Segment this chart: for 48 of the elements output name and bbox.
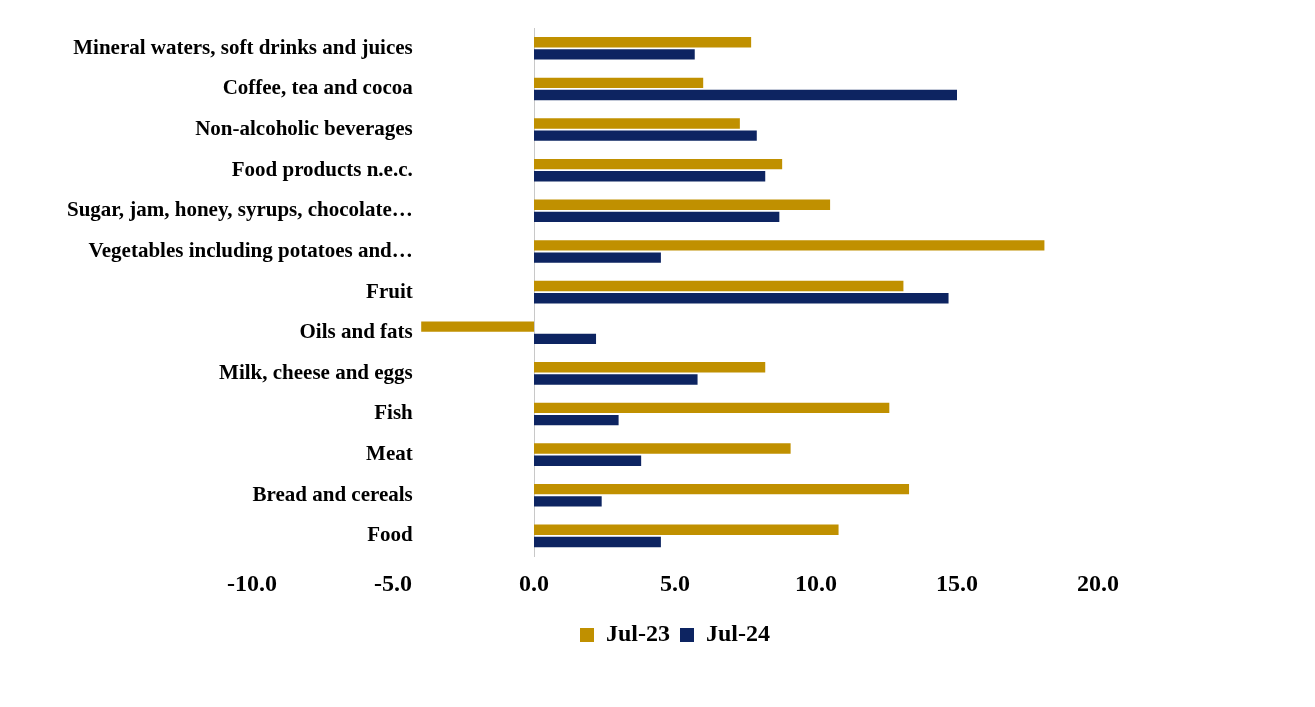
bar (534, 483, 910, 495)
bar (421, 321, 534, 332)
y-tick-label: Oils and fats (299, 319, 413, 344)
y-tick-label: Sugar, jam, honey, syrups, chocolate… (66, 197, 413, 222)
x-tick-label: 5.0 (660, 569, 690, 596)
bar (534, 443, 791, 454)
y-tick-label: Vegetables including potatoes and… (88, 237, 413, 262)
y-tick-label: Food products n.e.c. (231, 156, 413, 181)
bar (534, 252, 661, 263)
bar (534, 496, 602, 507)
bar (534, 414, 619, 426)
y-tick-label: Coffee, tea and cocoa (222, 75, 414, 100)
y-tick-label: Food (367, 522, 414, 547)
y-tick-label: Non-alcoholic beverages (195, 116, 413, 140)
bar (534, 118, 740, 129)
y-tick-label: Milk, cheese and eggs (219, 359, 413, 384)
bar (534, 49, 695, 60)
x-tick-label: 20.0 (1077, 569, 1119, 596)
bar (534, 77, 704, 89)
legend-label: Jul-24 (706, 620, 771, 647)
bar (534, 37, 752, 48)
bar (534, 524, 839, 535)
bar (534, 374, 698, 385)
y-tick-label: Mineral waters, soft drinks and juices (73, 34, 413, 59)
bar (534, 89, 957, 101)
x-tick-label: 0.0 (519, 569, 549, 596)
x-tick-label: -10.0 (227, 569, 277, 596)
bar (534, 211, 780, 223)
x-tick-label: -5.0 (374, 569, 412, 596)
y-tick-label: Bread and cereals (252, 481, 413, 506)
bar (534, 333, 597, 345)
y-tick-label: Meat (366, 441, 413, 466)
bar (534, 240, 1045, 251)
bar (534, 199, 831, 210)
bar (534, 280, 904, 292)
bar (534, 536, 661, 548)
bar (534, 158, 783, 170)
y-tick-label: Fruit (366, 278, 413, 303)
bar (534, 130, 757, 141)
legend-label: Jul-23 (605, 620, 671, 647)
bar (534, 402, 890, 414)
x-tick-label: 15.0 (936, 569, 978, 596)
bar (534, 455, 642, 466)
bar (534, 293, 949, 304)
bar (534, 362, 766, 373)
bar (534, 171, 766, 182)
x-tick-label: 10.0 (795, 569, 837, 596)
y-tick-label: Fish (374, 400, 414, 425)
